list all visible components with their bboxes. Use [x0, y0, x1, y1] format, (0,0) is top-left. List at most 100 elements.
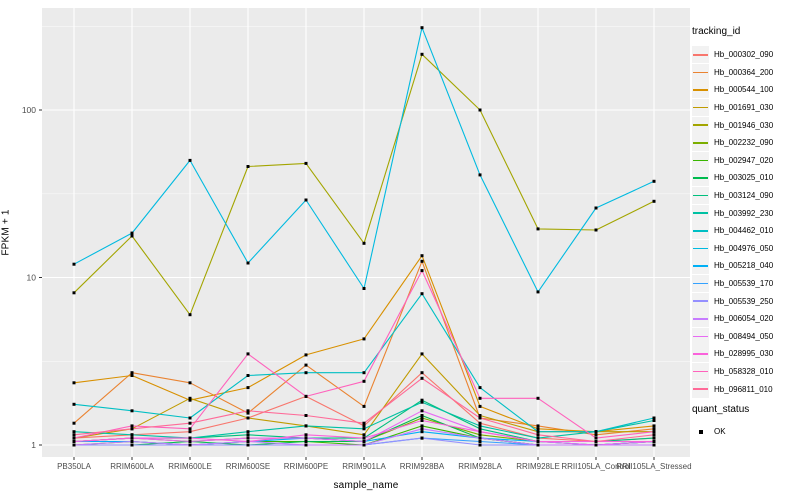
legend: tracking_id Hb_000302_090 Hb_000364_200 Hb…	[692, 26, 798, 440]
legend-item: Hb_002232_090	[692, 134, 798, 152]
data-point	[652, 443, 656, 447]
data-point	[420, 376, 424, 380]
data-point	[130, 374, 134, 377]
data-point	[594, 440, 598, 443]
data-point	[362, 427, 366, 431]
data-point	[594, 443, 598, 447]
legend-items: Hb_000302_090 Hb_000364_200 Hb_000544_100 H…	[692, 46, 798, 398]
data-point	[130, 433, 134, 437]
legend-key-line-icon	[692, 169, 709, 187]
data-point	[536, 424, 540, 428]
data-point	[130, 424, 134, 428]
legend-key-line-icon	[692, 275, 709, 293]
quant-status-title: quant_status	[692, 403, 750, 415]
data-point	[536, 433, 540, 437]
legend-item-label: Hb_006054_020	[714, 314, 774, 324]
data-point	[246, 416, 250, 420]
data-point	[478, 424, 482, 428]
legend-key-line-icon	[692, 99, 709, 117]
data-point	[594, 436, 598, 440]
x-axis-title: sample_name	[333, 480, 399, 491]
legend-item: Hb_003124_090	[692, 187, 798, 205]
data-point	[362, 241, 366, 245]
data-point	[478, 443, 482, 447]
legend-item-label: Hb_002232_090	[714, 138, 774, 148]
legend-item: Hb_005218_040	[692, 257, 798, 275]
data-point	[72, 291, 76, 295]
data-point	[246, 436, 250, 440]
legend-item-label: Hb_005539_250	[714, 296, 774, 306]
legend-item: Hb_003025_010	[692, 169, 798, 187]
legend-key-line-icon	[692, 257, 709, 275]
data-point	[362, 433, 366, 437]
legend-item-label: Hb_000302_090	[714, 50, 774, 60]
legend-item: Hb_008494_050	[692, 327, 798, 346]
data-point	[420, 430, 424, 434]
x-tick-label: RRII105LA_Stressed	[616, 462, 691, 471]
x-tick-label: RRIM600PE	[284, 462, 328, 471]
data-point	[304, 433, 308, 437]
data-point	[478, 386, 482, 390]
legend-item: Hb_001691_030	[692, 99, 798, 117]
data-point	[246, 261, 250, 265]
data-point	[130, 436, 134, 440]
data-point	[652, 436, 656, 440]
legend-item-label: Hb_000364_200	[714, 67, 774, 77]
data-point	[72, 421, 76, 425]
data-point	[478, 430, 482, 434]
data-point	[188, 436, 192, 440]
data-point	[130, 234, 134, 238]
data-point	[420, 371, 424, 375]
data-point	[652, 440, 656, 443]
legend-key-line-icon	[692, 46, 709, 64]
data-point	[188, 440, 192, 443]
data-point	[536, 290, 540, 294]
data-point	[188, 313, 192, 317]
data-point	[478, 436, 482, 440]
data-point	[478, 173, 482, 177]
data-point	[130, 427, 134, 431]
data-point	[188, 398, 192, 402]
legend-item: Hb_005539_250	[692, 292, 798, 310]
data-point	[420, 259, 424, 263]
data-point	[652, 424, 656, 428]
data-point	[362, 440, 366, 443]
data-point	[536, 396, 540, 400]
data-point	[652, 427, 656, 431]
legend-item-label: Hb_001691_030	[714, 103, 774, 113]
legend-key-line-icon	[692, 63, 709, 81]
legend-key-line-icon	[692, 327, 709, 345]
data-point	[72, 443, 76, 447]
data-point	[304, 363, 308, 367]
x-tick-label: RRIM928LA	[458, 462, 502, 471]
data-point	[536, 227, 540, 231]
data-point	[72, 430, 76, 434]
data-point	[420, 254, 424, 258]
legend-key-line-icon	[692, 239, 709, 257]
data-point	[362, 404, 366, 408]
legend-title: tracking_id	[692, 26, 741, 37]
data-point	[246, 411, 250, 415]
legend-item-label: Hb_003124_090	[714, 191, 774, 201]
data-point	[420, 269, 424, 273]
plot-panel	[42, 8, 690, 457]
data-point	[188, 396, 192, 400]
data-point	[536, 440, 540, 443]
x-tick-label: RRIM600LE	[168, 462, 212, 471]
data-point	[304, 414, 308, 417]
legend-item-label: Hb_008494_050	[714, 331, 774, 341]
legend-item-label: Hb_004976_050	[714, 243, 774, 253]
legend-key-line-icon	[692, 134, 709, 152]
y-axis-title: FPKM + 1	[0, 209, 12, 256]
x-tick-label: RRIM928BA	[400, 462, 445, 471]
legend-key-line-icon	[692, 81, 709, 99]
data-point	[304, 443, 308, 447]
legend-item-label: Hb_096811_010	[714, 384, 773, 394]
legend-key-line-icon	[692, 204, 709, 222]
legend-item-label: Hb_003992_230	[714, 208, 774, 218]
data-point	[246, 352, 250, 356]
data-point	[304, 394, 308, 398]
quant-status-label: OK	[714, 427, 726, 437]
